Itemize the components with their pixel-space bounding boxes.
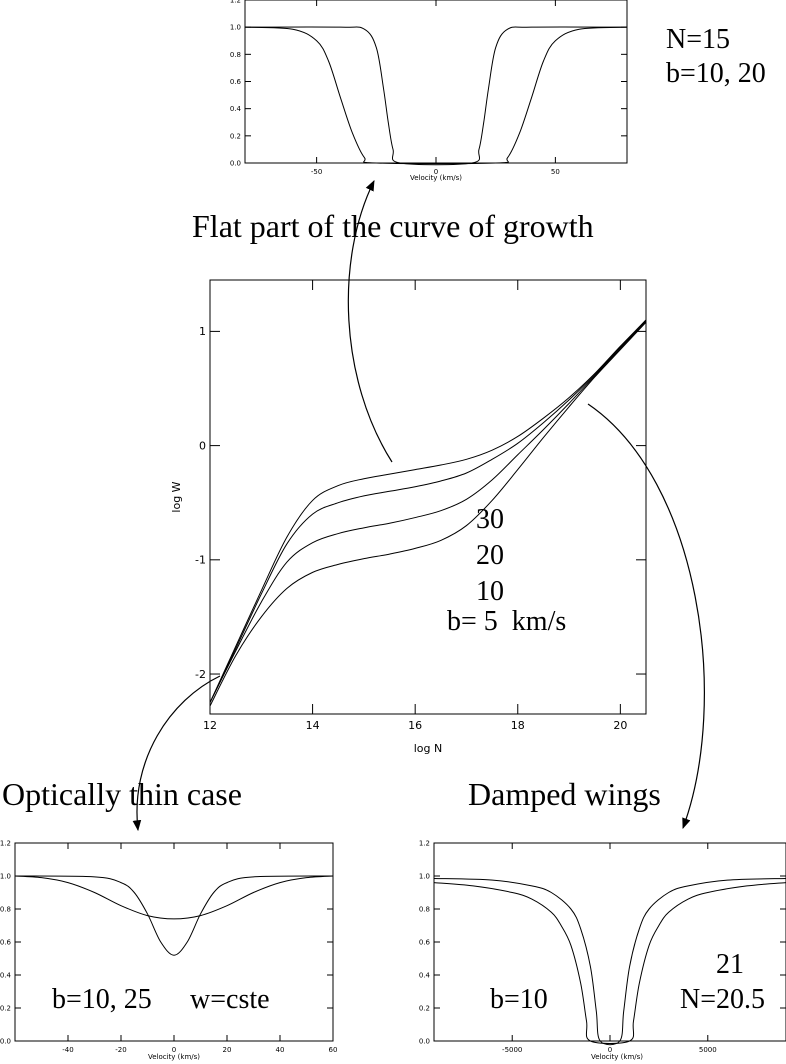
- thin-xtick-label: 20: [223, 1046, 232, 1054]
- flat-ytick-label: 0.2: [230, 132, 241, 140]
- damped-ytick-label: 0.2: [419, 1004, 430, 1012]
- cog-series-line-2: [209, 319, 647, 703]
- arrow-to-flat-part: [347, 180, 393, 463]
- thin-ytick-label: 1.0: [0, 872, 11, 880]
- thin-chart-xlabel: Velocity (km/s): [148, 1053, 200, 1061]
- cog-ytick-label: 0: [199, 439, 206, 452]
- flat-part-profile-chart: -50 0 50 0.0 0.2 0.4 0.6 0.8 1.0 1.2 Velocity (km…: [230, 0, 766, 182]
- flat-chart-xlabel: Velocity (km/s): [410, 174, 462, 182]
- flat-annotation-n: N=15: [666, 24, 730, 55]
- cog-xtick-label: 20: [613, 719, 627, 732]
- flat-series-line-1: [244, 26, 628, 165]
- thin-chart-ticks: -40 -20 0 20 40 60 0.0 0.2 0.4 0.6 0.8 1.0 1.2: [0, 839, 337, 1054]
- damped-ytick-label: 0.4: [419, 971, 431, 979]
- thin-annotation-b: b=10, 25: [52, 984, 152, 1015]
- flat-ytick-label: 1.0: [230, 24, 241, 32]
- flat-ytick-label: 0.0: [230, 159, 241, 167]
- cog-label-30: 30: [476, 504, 504, 535]
- thin-xtick-label: 0: [172, 1046, 176, 1054]
- damped-ytick-label: 0.6: [419, 938, 431, 946]
- optically-thin-profile-chart: -40 -20 0 20 40 60 0.0 0.2 0.4 0.6 0.8 1.0 1.2 Veloc…: [0, 839, 337, 1061]
- flat-ytick-label: 0.6: [230, 78, 242, 86]
- flat-ytick-label: 1.2: [230, 0, 241, 4]
- damped-annotation-21: 21: [716, 949, 744, 980]
- damped-xtick-label: 5000: [699, 1046, 717, 1054]
- thin-xtick-label: 60: [329, 1046, 338, 1054]
- curve-of-growth-chart: 12 14 16 18 20 -2 -1 0 1 log N log W 30 20 10 b=…: [170, 279, 647, 755]
- flat-xtick-label: 0: [434, 168, 438, 176]
- flat-xtick-label: -50: [311, 168, 322, 176]
- damped-series-line-1: [433, 882, 786, 1044]
- damped-xtick-label: 0: [608, 1046, 612, 1054]
- cog-xtick-label: 16: [408, 719, 422, 732]
- thin-ytick-label: 0.6: [0, 938, 12, 946]
- title-optically-thin: Optically thin case: [2, 776, 242, 812]
- cog-label-20: 20: [476, 540, 504, 571]
- thin-series-line-1: [14, 875, 334, 920]
- flat-ytick-label: 0.8: [230, 51, 241, 59]
- cog-series-line-3: [209, 319, 647, 703]
- cog-xtick-label: 14: [306, 719, 320, 732]
- damped-series-line-0: [433, 877, 786, 1046]
- thin-xtick-label: -20: [115, 1046, 126, 1054]
- thin-ytick-label: 1.2: [0, 839, 11, 847]
- cog-xtick-label: 18: [511, 719, 525, 732]
- thin-xtick-label: 40: [276, 1046, 285, 1054]
- cog-label-b5: b= 5 km/s: [447, 606, 566, 637]
- thin-chart-curves: [14, 875, 334, 956]
- thin-xtick-label: -40: [62, 1046, 73, 1054]
- damped-chart-ticks: -5000 0 5000 0.0 0.2 0.4 0.6 0.8 1.0 1.2: [419, 839, 786, 1054]
- damped-ytick-label: 1.0: [419, 872, 430, 880]
- cog-ytick-label: 1: [199, 325, 206, 338]
- damped-chart-xlabel: Velocity (km/s): [591, 1053, 643, 1061]
- damped-annotation-b: b=10: [490, 984, 548, 1015]
- cog-chart-curves: [209, 319, 647, 707]
- thin-ytick-label: 0.4: [0, 971, 12, 979]
- damped-ytick-label: 1.2: [419, 839, 430, 847]
- cog-chart-xlabel: log N: [414, 742, 443, 755]
- cog-ytick-label: -2: [195, 668, 206, 681]
- flat-xtick-label: 50: [551, 168, 560, 176]
- thin-ytick-label: 0.8: [0, 905, 11, 913]
- cog-ytick-label: -1: [195, 554, 206, 567]
- flat-series-line-0: [244, 26, 628, 166]
- flat-chart-ticks: -50 0 50 0.0 0.2 0.4 0.6 0.8 1.0 1.2: [230, 0, 627, 176]
- damped-ytick-label: 0.0: [419, 1037, 430, 1045]
- damped-chart-curves: [433, 877, 786, 1046]
- title-flat-part: Flat part of the curve of growth: [192, 208, 594, 244]
- flat-annotation-b: b=10, 20: [666, 58, 766, 89]
- cog-xtick-label: 12: [203, 719, 217, 732]
- thin-annotation-w: w=cste: [190, 984, 270, 1015]
- arrow-to-damped-wings: [587, 403, 705, 830]
- thin-series-line-0: [14, 875, 334, 956]
- flat-ytick-label: 0.4: [230, 105, 242, 113]
- thin-ytick-label: 0.2: [0, 1004, 11, 1012]
- damped-xtick-label: -5000: [502, 1046, 522, 1054]
- cog-chart-ylabel: log W: [170, 481, 183, 512]
- damped-ytick-label: 0.8: [419, 905, 430, 913]
- title-damped-wings: Damped wings: [468, 776, 661, 812]
- cog-chart-ticks: 12 14 16 18 20 -2 -1 0 1: [195, 280, 646, 732]
- damped-annotation-n: N=20.5: [680, 984, 765, 1015]
- flat-chart-frame: [244, 0, 628, 164]
- cog-label-10: 10: [476, 576, 504, 607]
- flat-chart-curves: [244, 26, 628, 166]
- arrow-to-optically-thin: [132, 675, 221, 832]
- damped-wings-profile-chart: -5000 0 5000 0.0 0.2 0.4 0.6 0.8 1.0 1.2 Velocity…: [419, 839, 786, 1061]
- cog-chart-frame: [209, 279, 647, 715]
- cog-series-line-1: [209, 320, 647, 703]
- cog-series-line-0: [209, 321, 647, 707]
- thin-ytick-label: 0.0: [0, 1037, 11, 1045]
